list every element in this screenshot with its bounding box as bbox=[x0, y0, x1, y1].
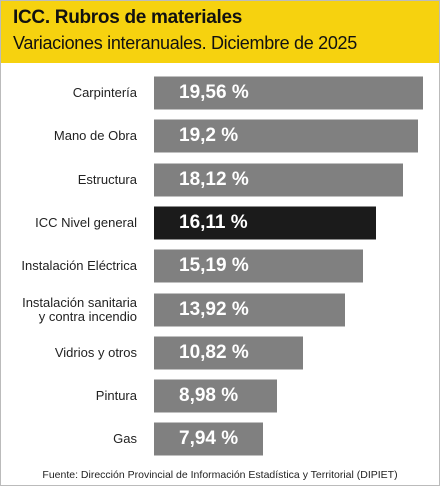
value-label: 13,92 % bbox=[179, 298, 249, 320]
value-label: 7,94 % bbox=[179, 428, 239, 450]
bar bbox=[154, 119, 418, 153]
value-label: 15,19 % bbox=[179, 255, 249, 277]
value-label: 8,98 % bbox=[179, 385, 239, 407]
header: ICC. Rubros de materiales Variaciones in… bbox=[1, 1, 439, 63]
bar bbox=[154, 76, 423, 110]
category-label: Instalación sanitaria y contra incendio bbox=[22, 294, 137, 324]
value-label: 10,82 % bbox=[179, 341, 249, 363]
bar bbox=[154, 163, 404, 197]
bar bbox=[154, 379, 278, 413]
chart-subtitle: Variaciones interanuales. Diciembre de 2… bbox=[13, 33, 357, 53]
bar bbox=[154, 206, 376, 240]
bar bbox=[154, 293, 346, 326]
category-label: Estructura bbox=[77, 171, 137, 187]
category-label: Instalación Eléctrica bbox=[21, 258, 137, 274]
bar bbox=[154, 422, 264, 456]
value-label: 19,2 % bbox=[179, 125, 239, 147]
value-label: 16,11 % bbox=[179, 211, 248, 233]
category-label: Gas bbox=[113, 431, 137, 447]
value-label: 19,56 % bbox=[179, 82, 249, 103]
category-label: ICC Nivel general bbox=[35, 214, 137, 230]
category-label: Vidrios y otros bbox=[54, 344, 137, 360]
source-note: Fuente: Dirección Provincial de Informac… bbox=[42, 469, 398, 481]
value-label: 18,12 % bbox=[179, 168, 249, 190]
category-label: Pintura bbox=[95, 388, 137, 404]
category-label: Carpintería bbox=[72, 85, 137, 100]
chart-title: ICC. Rubros de materiales bbox=[13, 7, 243, 28]
bar bbox=[154, 249, 363, 283]
bar bbox=[154, 336, 303, 370]
category-label: Mano de Obra bbox=[53, 128, 137, 144]
